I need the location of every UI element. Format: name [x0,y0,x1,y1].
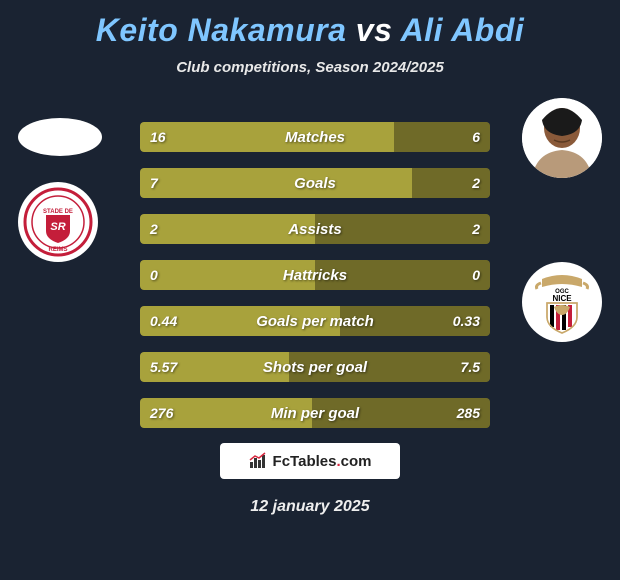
chart-icon [249,452,267,470]
stat-bar: 5.577.5Shots per goal [140,352,490,382]
bar-label: Shots per goal [140,359,490,376]
bar-label: Min per goal [140,405,490,422]
bar-label: Assists [140,221,490,238]
player1-name: Keito Nakamura [96,12,347,48]
bar-label: Matches [140,129,490,146]
comparison-bars: 166Matches 72Goals 22Assists 00Hattricks 0.4… [140,122,490,444]
svg-text:NICE: NICE [552,294,572,303]
vs-separator: vs [346,12,400,48]
page-title: Keito Nakamura vs Ali Abdi [0,0,620,49]
player2-avatar [522,98,602,178]
player2-name: Ali Abdi [401,12,525,48]
bar-label: Goals [140,175,490,192]
player2-club-crest: OGC NICE [522,262,602,342]
svg-text:STADE DE: STADE DE [43,209,73,215]
bar-label: Hattricks [140,267,490,284]
player1-club-crest: STADE DE SR REIMS [18,182,98,262]
svg-text:REIMS: REIMS [48,247,67,253]
svg-text:SR: SR [50,221,65,233]
bar-label: Goals per match [140,313,490,330]
stat-bar: 72Goals [140,168,490,198]
watermark-text: FcTables.com [273,453,372,470]
subtitle: Club competitions, Season 2024/2025 [0,59,620,76]
stat-bar: 276285Min per goal [140,398,490,428]
stat-bar: 0.440.33Goals per match [140,306,490,336]
stat-bar: 166Matches [140,122,490,152]
stat-bar: 00Hattricks [140,260,490,290]
date: 12 january 2025 [0,498,620,516]
stat-bar: 22Assists [140,214,490,244]
player1-avatar [18,118,102,156]
watermark[interactable]: FcTables.com [220,443,400,479]
